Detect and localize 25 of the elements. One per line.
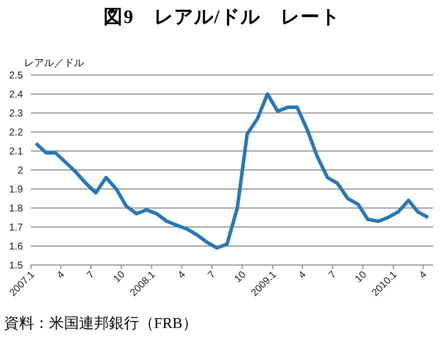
x-tick-label: 7 — [326, 269, 339, 282]
x-tick-label: 4 — [55, 269, 68, 282]
x-tick-label: 4 — [417, 269, 430, 282]
y-axis-title: レアル／ドル — [24, 57, 84, 70]
y-tick-label: 1.8 — [9, 204, 24, 215]
x-tick-label: 4 — [296, 269, 309, 282]
y-tick-label: 2.5 — [9, 70, 24, 82]
y-tick-label: 2.2 — [9, 128, 24, 139]
x-tick-label: 4 — [176, 269, 188, 282]
y-tick-label: 2.1 — [9, 146, 24, 158]
y-tick-label: 1.6 — [9, 242, 24, 253]
line-series — [34, 92, 430, 250]
chart-title: 図9 レアル/ドル レート — [102, 6, 342, 30]
y-tick-label: 1.5 — [9, 260, 24, 272]
y-tick-label: 1.7 — [9, 222, 24, 234]
text: 資料：米国連邦銀行（FRB） — [4, 314, 198, 333]
x-tick-label: 7 — [85, 269, 98, 282]
x-tick-label: 10 — [353, 269, 370, 285]
y-tick-label: 1.9 — [9, 184, 24, 196]
x-tick-label: 10 — [112, 269, 128, 285]
x-tick-label: 10 — [232, 269, 249, 285]
y-tick-label: 2 — [17, 166, 24, 177]
y-tick-label: 2.4 — [9, 90, 24, 101]
x-tick-label: 7 — [206, 269, 218, 282]
y-tick-label: 2.3 — [9, 108, 24, 120]
